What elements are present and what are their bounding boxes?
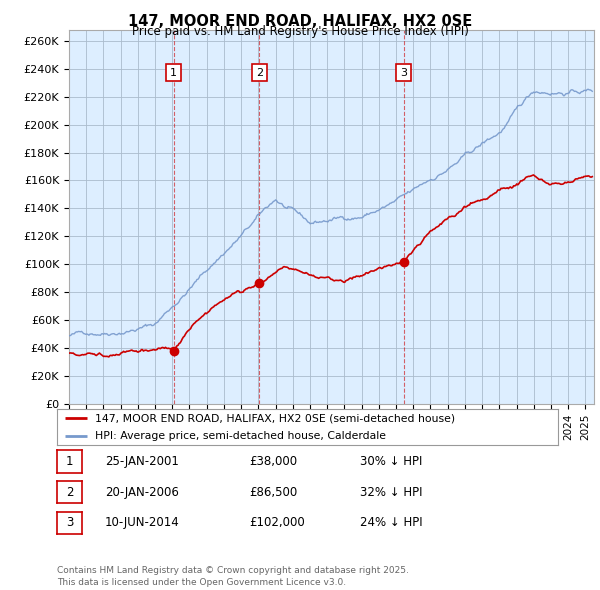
Text: 32% ↓ HPI: 32% ↓ HPI — [360, 486, 422, 499]
Text: 1: 1 — [170, 68, 177, 77]
Text: 3: 3 — [400, 68, 407, 77]
Text: Contains HM Land Registry data © Crown copyright and database right 2025.
This d: Contains HM Land Registry data © Crown c… — [57, 566, 409, 587]
Text: £38,000: £38,000 — [249, 455, 297, 468]
Text: 24% ↓ HPI: 24% ↓ HPI — [360, 516, 422, 529]
Text: £86,500: £86,500 — [249, 486, 297, 499]
Text: 20-JAN-2006: 20-JAN-2006 — [105, 486, 179, 499]
Text: 2: 2 — [256, 68, 263, 77]
Text: 1: 1 — [66, 455, 73, 468]
Text: HPI: Average price, semi-detached house, Calderdale: HPI: Average price, semi-detached house,… — [95, 431, 386, 441]
Text: 147, MOOR END ROAD, HALIFAX, HX2 0SE: 147, MOOR END ROAD, HALIFAX, HX2 0SE — [128, 14, 472, 28]
Text: 30% ↓ HPI: 30% ↓ HPI — [360, 455, 422, 468]
Text: 3: 3 — [66, 516, 73, 529]
Text: £102,000: £102,000 — [249, 516, 305, 529]
Text: 2: 2 — [66, 486, 73, 499]
Text: 147, MOOR END ROAD, HALIFAX, HX2 0SE (semi-detached house): 147, MOOR END ROAD, HALIFAX, HX2 0SE (se… — [95, 413, 455, 423]
Text: 25-JAN-2001: 25-JAN-2001 — [105, 455, 179, 468]
Text: Price paid vs. HM Land Registry's House Price Index (HPI): Price paid vs. HM Land Registry's House … — [131, 25, 469, 38]
Text: 10-JUN-2014: 10-JUN-2014 — [105, 516, 180, 529]
